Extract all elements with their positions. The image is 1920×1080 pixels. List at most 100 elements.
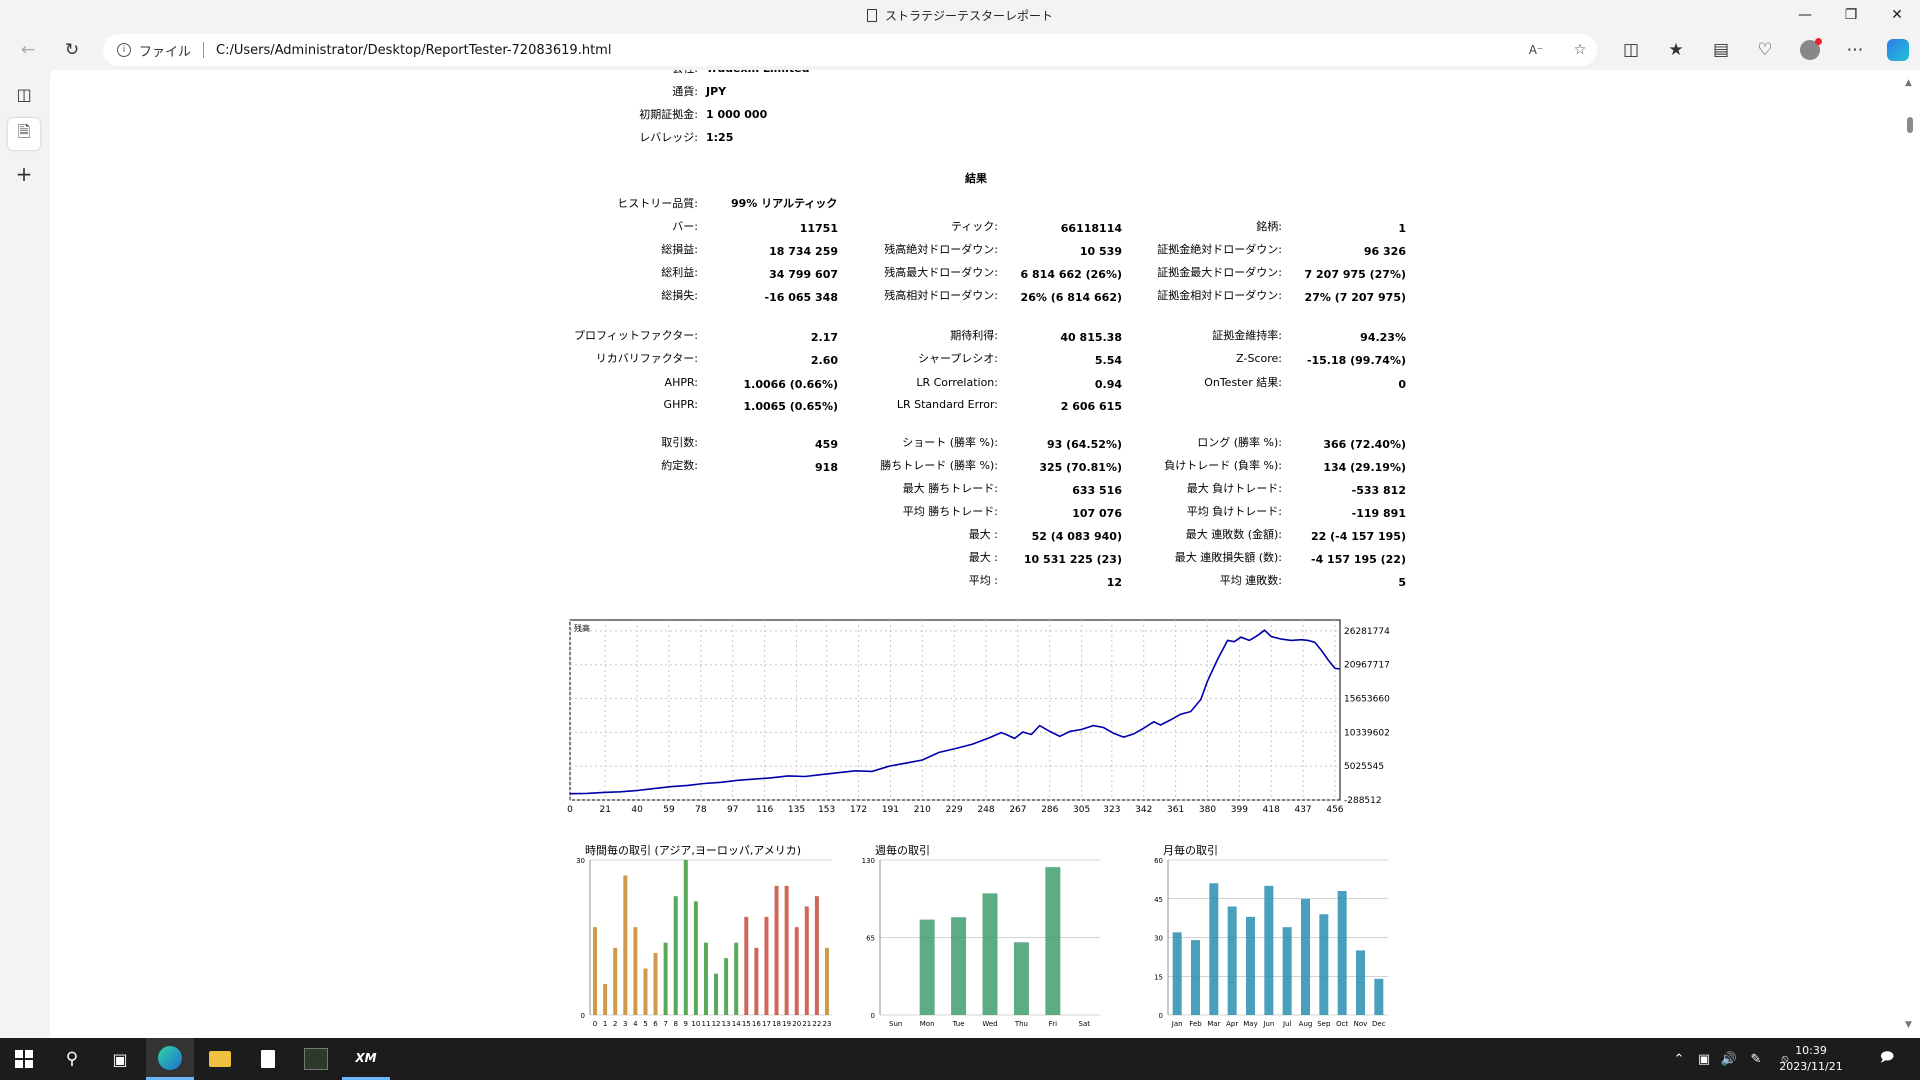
trading-platform-icon[interactable]	[292, 1038, 340, 1080]
bar-x-tick: 21	[802, 1020, 811, 1028]
bar-3-Oct	[1337, 891, 1347, 1015]
xm-terminal-icon[interactable]: XM	[342, 1038, 390, 1080]
bar-x-tick: 22	[812, 1020, 821, 1028]
network-status-icon[interactable]: ▣	[1697, 1051, 1711, 1067]
report-charts: 0 21 40 59 78 97 116 135 153 172 191 210 229 248 267 28…	[567, 619, 1390, 1028]
restore-button[interactable]: ❐	[1844, 7, 1858, 23]
bar-x-tick: Mar	[1207, 1020, 1220, 1028]
minimize-button[interactable]: —	[1798, 7, 1812, 23]
page-scrollbar[interactable]: ▲ ▼	[1900, 70, 1920, 1038]
bar-1-5	[643, 968, 648, 1015]
result-value: 2.17	[810, 331, 838, 344]
header-value: 1 000 000	[706, 108, 768, 121]
bar-x-tick: 19	[782, 1020, 791, 1028]
notifications-icon[interactable]: 🗩	[1879, 1050, 1895, 1065]
bar-3-Jul	[1282, 927, 1292, 1015]
result-value: 27% (7 207 975)	[1304, 291, 1406, 304]
bar-x-tick: 8	[673, 1020, 677, 1028]
pen-icon[interactable]: ✎	[1750, 1051, 1762, 1067]
bar-x-tick: Sep	[1317, 1020, 1331, 1028]
notepad-icon[interactable]	[244, 1038, 292, 1080]
volume-icon[interactable]: 🔊	[1720, 1051, 1738, 1067]
balance-x-tick: 21	[600, 805, 611, 815]
result-value: 366 (72.40%)	[1323, 438, 1406, 451]
bar-x-tick: 0	[593, 1020, 597, 1028]
browser-essentials-icon[interactable]: ♡	[1757, 40, 1773, 60]
header-value: 1:25	[706, 131, 734, 144]
result-value: 918	[815, 461, 838, 474]
balance-x-tick: 153	[818, 805, 835, 815]
result-label: GHPR:	[663, 398, 698, 411]
bar-1-16	[754, 947, 759, 1015]
scroll-down-arrow-icon[interactable]: ▼	[1905, 1020, 1912, 1030]
new-tab-icon[interactable]: +	[15, 162, 33, 186]
result-label: 総損益:	[661, 243, 698, 256]
clock-time: 10:39	[1795, 1044, 1827, 1057]
bar-x-tick: Tue	[952, 1020, 965, 1028]
bar-x-tick: Jun	[1262, 1020, 1274, 1028]
result-value: 5.54	[1094, 354, 1122, 367]
windows-start-icon[interactable]	[0, 1038, 48, 1080]
bar-x-tick: Fri	[1049, 1020, 1057, 1028]
copilot-icon[interactable]	[1882, 34, 1914, 66]
tab-actions-icon[interactable]: ◫	[16, 84, 32, 104]
balance-x-tick: 116	[756, 805, 773, 815]
address-bar[interactable]: i ファイル C:/Users/Administrator/Desktop/Re…	[103, 34, 1597, 66]
result-label: 最大 勝ちトレード:	[902, 482, 998, 495]
balance-x-tick: 399	[1231, 805, 1248, 815]
edge-browser-icon[interactable]	[146, 1038, 194, 1080]
scroll-thumb[interactable]	[1907, 117, 1913, 133]
search-icon[interactable]: ⚲	[65, 1049, 79, 1069]
language-indicator-icon[interactable]: ⦸	[1781, 1052, 1789, 1065]
address-url[interactable]: C:/Users/Administrator/Desktop/ReportTes…	[216, 42, 612, 58]
back-button[interactable]: ←	[20, 40, 36, 60]
vertical-sidebar: ◫ 🗎 +	[0, 70, 48, 1038]
result-value: 134 (29.19%)	[1323, 461, 1406, 474]
result-label: Z-Score:	[1236, 352, 1282, 365]
balance-x-tick: 248	[977, 805, 994, 815]
result-label: 平均 負けトレード:	[1186, 505, 1282, 518]
tray-overflow-chevron-icon[interactable]: ⌃	[1673, 1051, 1685, 1067]
result-label: 負けトレード (負率 %):	[1164, 459, 1282, 472]
info-icon[interactable]: i	[117, 43, 131, 57]
result-value: 1.0066 (0.66%)	[743, 378, 839, 391]
balance-x-tick: 97	[727, 805, 738, 815]
bar-x-tick: 13	[722, 1020, 731, 1028]
bar-chart-title: 時間毎の取引 (アジア,ヨーロッパ,アメリカ)	[585, 843, 801, 857]
active-tab-document-icon[interactable]: 🗎	[8, 118, 40, 150]
result-label: ティック:	[950, 220, 998, 233]
bar-x-tick: 2	[613, 1020, 617, 1028]
balance-x-tick: 437	[1294, 805, 1311, 815]
result-label: 勝ちトレード (勝率 %):	[880, 459, 998, 472]
favorites-icon[interactable]: ★	[1668, 40, 1684, 60]
result-label: 平均 連敗数:	[1219, 574, 1282, 587]
bar-1-0	[593, 927, 598, 1015]
taskbar-clock[interactable]: 10:39 2023/11/21	[1773, 1043, 1849, 1075]
balance-x-tick: 78	[695, 805, 707, 815]
result-label: 残高最大ドローダウン:	[884, 266, 998, 279]
close-window-button[interactable]: ✕	[1891, 7, 1903, 23]
more-menu-icon[interactable]: ⋯	[1846, 40, 1864, 60]
result-label: 総損失:	[661, 289, 698, 302]
profile-avatar-icon[interactable]	[1794, 34, 1826, 66]
balance-x-tick: 0	[567, 805, 573, 815]
bar-x-tick: 4	[633, 1020, 638, 1028]
bar-y-tick: 60	[1154, 857, 1163, 865]
bar-1-12	[714, 973, 719, 1015]
split-screen-icon[interactable]: ◫	[1622, 40, 1640, 60]
scroll-up-arrow-icon[interactable]: ▲	[1905, 78, 1912, 88]
collections-icon[interactable]: ▤	[1712, 40, 1730, 60]
result-label: LR Correlation:	[916, 376, 998, 389]
result-label: 平均 :	[968, 574, 998, 587]
read-aloud-icon[interactable]: A⁻	[1528, 43, 1544, 57]
bar-2-Fri	[1045, 867, 1061, 1015]
balance-line	[569, 629, 1341, 795]
bar-2-Thu	[1013, 942, 1029, 1015]
result-label: 約定数:	[661, 459, 698, 472]
task-view-icon[interactable]: ▣	[112, 1049, 128, 1069]
favorite-star-icon[interactable]: ☆	[1573, 42, 1587, 58]
file-explorer-icon[interactable]	[196, 1038, 244, 1080]
result-value: 0.94	[1094, 378, 1122, 391]
reload-button[interactable]: ↻	[64, 40, 80, 60]
